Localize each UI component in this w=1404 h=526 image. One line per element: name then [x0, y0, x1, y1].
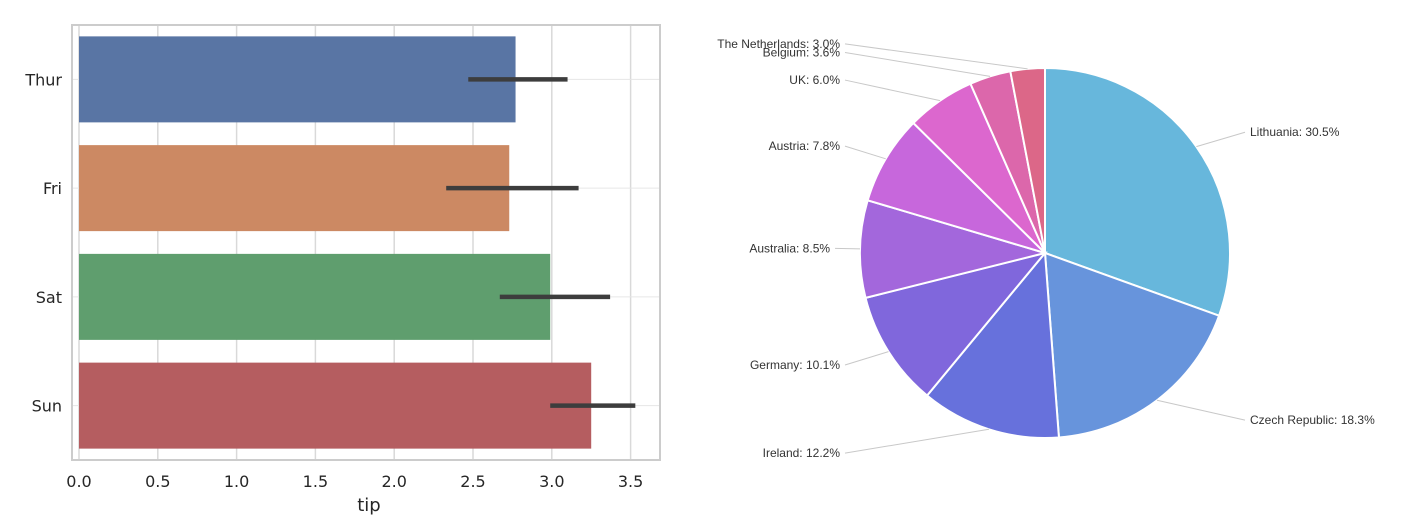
leader-line-uk — [844, 79, 941, 102]
x-tick-label: 2.0 — [381, 472, 406, 491]
bar-fri — [79, 145, 510, 232]
leader-line-belgium — [844, 51, 991, 77]
bar-chart-bars — [79, 36, 592, 449]
x-tick-label: 3.0 — [539, 472, 564, 491]
pie-label-the-netherlands: The Netherlands: 3.0% — [717, 37, 840, 51]
y-tick-label: Sun — [32, 397, 62, 416]
pie-slice-ireland — [925, 250, 1061, 439]
x-tick-label: 2.5 — [460, 472, 485, 491]
leader-line-czech-republic — [1156, 399, 1246, 421]
y-tick-label: Thur — [24, 70, 62, 89]
pie-leader-lines — [835, 43, 1246, 454]
pie-slices — [859, 66, 1231, 439]
pie-labels: Lithuania: 30.5% Czech Republic: 18.3% Ire… — [717, 37, 1375, 460]
bar-chart-x-ticks: 0.0 0.5 1.0 1.5 2.0 2.5 3.0 3.5 — [66, 472, 643, 491]
bar-chart-error-bars — [446, 77, 636, 408]
leader-line-ireland — [844, 428, 990, 454]
pie-label-belgium: Belgium: 3.6% — [763, 45, 841, 59]
pie-slice-czech-republic — [1043, 251, 1221, 439]
leader-line-the-netherlands — [844, 43, 1028, 70]
leader-line-austria — [844, 145, 886, 160]
bar-sat — [79, 253, 551, 340]
leader-line-lithuania — [1196, 131, 1246, 148]
bar-chart-frame — [71, 24, 661, 461]
pie-label-ireland: Ireland: 12.2% — [763, 446, 841, 460]
x-axis-title: tip — [357, 495, 380, 516]
bar-chart-y-ticks: Thur Fri Sat Sun — [24, 70, 62, 415]
bar-chart: Thur Fri Sat Sun 0.0 0.5 1.0 1.5 2.0 2.5 3.0 3.5 t… — [24, 24, 661, 516]
pie-label-czech-republic: Czech Republic: 18.3% — [1250, 413, 1375, 427]
pie-label-germany: Germany: 10.1% — [750, 358, 840, 372]
pie-slice-australia — [859, 199, 1049, 300]
x-tick-label: 3.5 — [618, 472, 643, 491]
y-tick-label: Fri — [43, 179, 62, 198]
bar-thur — [79, 36, 516, 123]
x-tick-label: 0.5 — [145, 472, 170, 491]
bar-sun — [79, 362, 592, 449]
pie-label-austria: Austria: 7.8% — [769, 139, 841, 153]
pie-label-uk: UK: 6.0% — [789, 73, 840, 87]
x-tick-label: 1.0 — [224, 472, 249, 491]
x-tick-label: 1.5 — [303, 472, 328, 491]
x-tick-label: 0.0 — [66, 472, 91, 491]
y-tick-label: Sat — [36, 288, 62, 307]
leader-line-germany — [844, 351, 889, 366]
pie-label-lithuania: Lithuania: 30.5% — [1250, 125, 1340, 139]
pie-slice-germany — [864, 251, 1048, 397]
pie-label-australia: Australia: 8.5% — [749, 241, 830, 255]
pie-chart: Lithuania: 30.5% Czech Republic: 18.3% Ire… — [717, 37, 1375, 460]
leader-line-australia — [835, 247, 861, 250]
